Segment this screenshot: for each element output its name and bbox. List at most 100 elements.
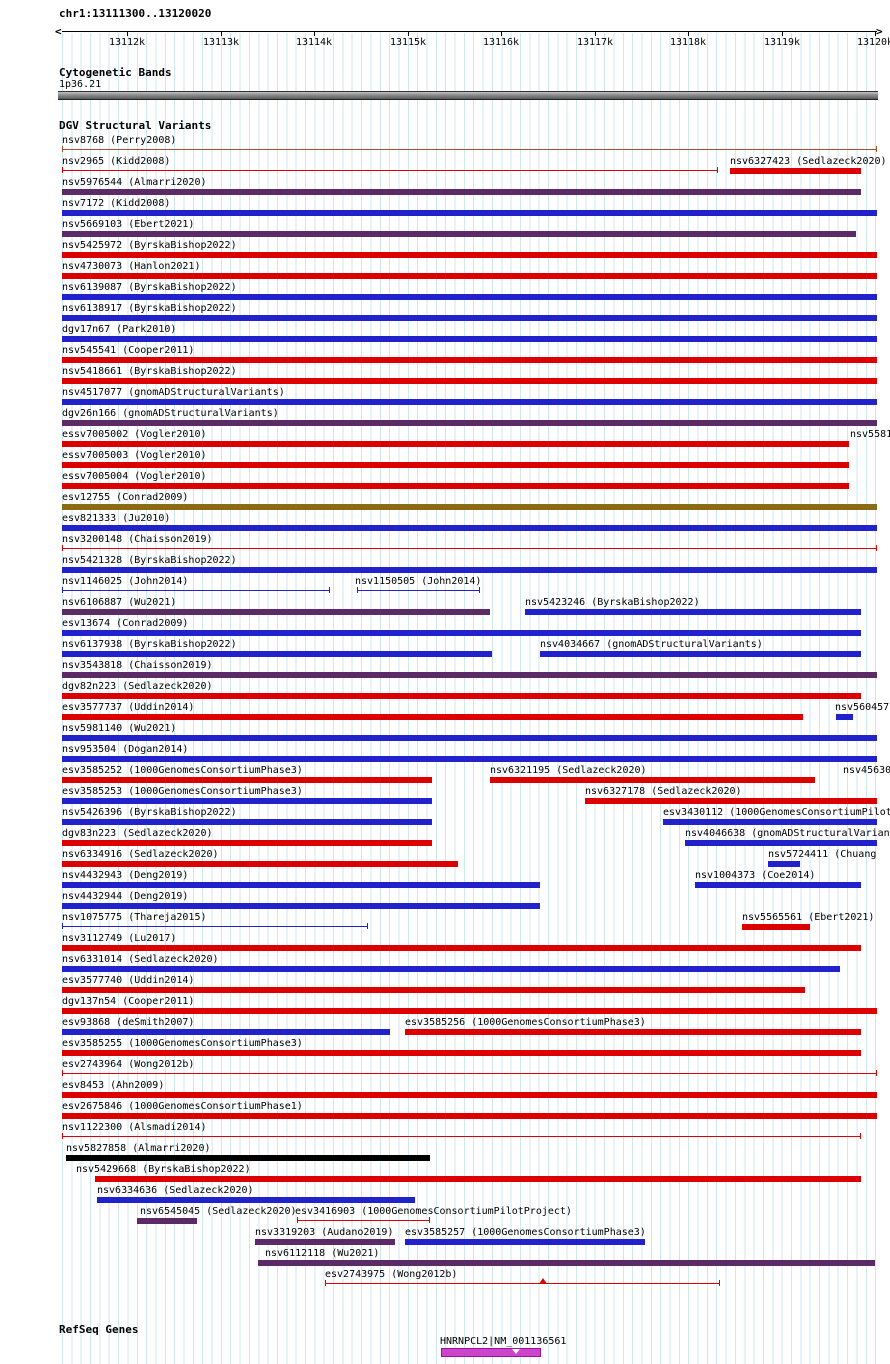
variant-label[interactable]: nsv5827858 (Almarri2020) [66,1143,211,1154]
variant-label[interactable]: nsv8768 (Perry2008) [62,135,177,146]
ruler-left-arrow-icon[interactable]: < [55,25,62,38]
variant-label[interactable]: nsv5423246 (ByrskaBishop2022) [525,597,700,608]
variant-bar[interactable] [62,903,540,909]
variant-bar[interactable] [62,609,490,615]
cytoband-bar[interactable] [58,91,878,100]
ruler-line[interactable] [62,31,877,32]
variant-bar[interactable] [685,840,877,846]
variant-bar[interactable] [62,777,432,783]
variant-bar[interactable] [405,1029,861,1035]
variant-label[interactable]: esv3585257 (1000GenomesConsortiumPhase3) [405,1227,646,1238]
variant-label[interactable]: esv8453 (Ahn2009) [62,1080,165,1091]
variant-label[interactable]: nsv6334636 (Sedlazeck2020) [97,1185,254,1196]
variant-bar[interactable] [62,840,432,846]
variant-label[interactable]: essv7005004 (Vogler2010) [62,471,207,482]
variant-bar[interactable] [62,1092,877,1098]
variant-bar[interactable] [62,966,840,972]
variant-bar[interactable] [62,315,877,321]
variant-bar[interactable] [525,609,861,615]
variant-label[interactable]: esv3577737 (Uddin2014) [62,702,195,713]
variant-bar[interactable] [663,819,877,825]
variant-span-line[interactable] [62,1136,861,1137]
variant-bar[interactable] [62,861,458,867]
variant-span-line[interactable] [62,149,877,150]
variant-label[interactable]: dgv26n166 (gnomADStructuralVariants) [62,408,279,419]
variant-bar[interactable] [66,1155,430,1161]
variant-label[interactable]: nsv6139087 (ByrskaBishop2022) [62,282,237,293]
variant-bar[interactable] [62,798,432,804]
variant-bar[interactable] [62,189,861,195]
variant-label[interactable]: nsv6106887 (Wu2021) [62,597,177,608]
variant-label[interactable]: esv3416903 (1000GenomesConsortiumPilotPr… [295,1206,572,1217]
variant-label[interactable]: essv7005003 (Vogler2010) [62,450,207,461]
variant-span-line[interactable] [325,1283,720,1284]
ruler-right-arrow-icon[interactable]: > [876,25,883,38]
variant-label[interactable]: nsv953504 (Dogan2014) [62,744,189,755]
variant-label[interactable]: nsv6138917 (ByrskaBishop2022) [62,303,237,314]
variant-bar[interactable] [137,1218,197,1224]
variant-bar[interactable] [62,672,877,678]
variant-label[interactable]: nsv1004373 (Coe2014) [695,870,816,881]
variant-bar[interactable] [585,798,877,804]
variant-label[interactable]: nsv3112749 (Lu2017) [62,933,177,944]
variant-label[interactable]: esv3585252 (1000GenomesConsortiumPhase3) [62,765,303,776]
variant-label[interactable]: nsv5426396 (ByrskaBishop2022) [62,807,237,818]
variant-bar[interactable] [62,756,877,762]
variant-label[interactable]: nsv3200148 (Chaisson2019) [62,534,213,545]
variant-bar[interactable] [62,1113,877,1119]
variant-bar[interactable] [62,1050,861,1056]
variant-bar[interactable] [695,882,861,888]
variant-label[interactable]: nsv1150505 (John2014) [355,576,482,587]
variant-bar[interactable] [62,336,877,342]
variant-label[interactable]: esv3585256 (1000GenomesConsortiumPhase3) [405,1017,646,1028]
variant-bar[interactable] [768,861,800,867]
variant-bar[interactable] [95,1176,861,1182]
variant-label[interactable]: esv2743975 (Wong2012b) [325,1269,458,1280]
variant-bar[interactable] [62,462,849,468]
variant-label[interactable]: esv13674 (Conrad2009) [62,618,189,629]
variant-span-line[interactable] [62,926,368,927]
variant-label[interactable]: esv821333 (Ju2010) [62,513,171,524]
variant-span-line[interactable] [357,590,480,591]
variant-label[interactable]: esv3430112 (1000GenomesConsortiumPilot [663,807,890,818]
variant-bar[interactable] [62,651,492,657]
variant-label[interactable]: nsv4034667 (gnomADStructuralVariants) [540,639,763,650]
variant-bar[interactable] [62,504,877,510]
variant-label[interactable]: esv2675846 (1000GenomesConsortiumPhase1) [62,1101,303,1112]
variant-bar[interactable] [730,168,861,174]
variant-span-line[interactable] [62,548,877,549]
variant-label[interactable]: esv3585253 (1000GenomesConsortiumPhase3) [62,786,303,797]
variant-bar[interactable] [62,231,856,237]
variant-bar[interactable] [62,357,877,363]
variant-label[interactable]: nsv545541 (Cooper2011) [62,345,195,356]
variant-span-line[interactable] [62,170,718,171]
variant-label[interactable]: esv3577740 (Uddin2014) [62,975,195,986]
variant-label[interactable]: nsv7172 (Kidd2008) [62,198,171,209]
variant-label[interactable]: nsv5581 [850,429,890,440]
variant-label[interactable]: nsv1146025 (John2014) [62,576,189,587]
variant-bar[interactable] [62,714,803,720]
variant-label[interactable]: nsv6334916 (Sedlazeck2020) [62,849,219,860]
variant-label[interactable]: nsv4517077 (gnomADStructuralVariants) [62,387,285,398]
variant-label[interactable]: dgv137n54 (Cooper2011) [62,996,195,1007]
variant-bar[interactable] [62,1029,390,1035]
variant-bar[interactable] [62,630,861,636]
gene-label[interactable]: HNRNPCL2|NM_001136561 [440,1336,567,1347]
variant-bar[interactable] [62,294,877,300]
variant-bar[interactable] [490,777,815,783]
variant-label[interactable]: nsv5421328 (ByrskaBishop2022) [62,555,237,566]
variant-bar[interactable] [62,945,861,951]
variant-bar[interactable] [62,252,877,258]
variant-bar[interactable] [62,378,877,384]
variant-bar[interactable] [62,987,805,993]
variant-bar[interactable] [62,693,861,699]
variant-label[interactable]: nsv5429668 (ByrskaBishop2022) [76,1164,251,1175]
variant-label[interactable]: esv2743964 (Wong2012b) [62,1059,195,1070]
variant-label[interactable]: nsv6327178 (Sedlazeck2020) [585,786,742,797]
variant-label[interactable]: nsv4432943 (Deng2019) [62,870,189,881]
variant-label[interactable]: dgv17n67 (Park2010) [62,324,177,335]
variant-label[interactable]: nsv4046638 (gnomADStructuralVarian [685,828,890,839]
variant-label[interactable]: dgv83n223 (Sedlazeck2020) [62,828,213,839]
variant-bar[interactable] [836,714,853,720]
variant-label[interactable]: nsv1122300 (Alsmadi2014) [62,1122,207,1133]
